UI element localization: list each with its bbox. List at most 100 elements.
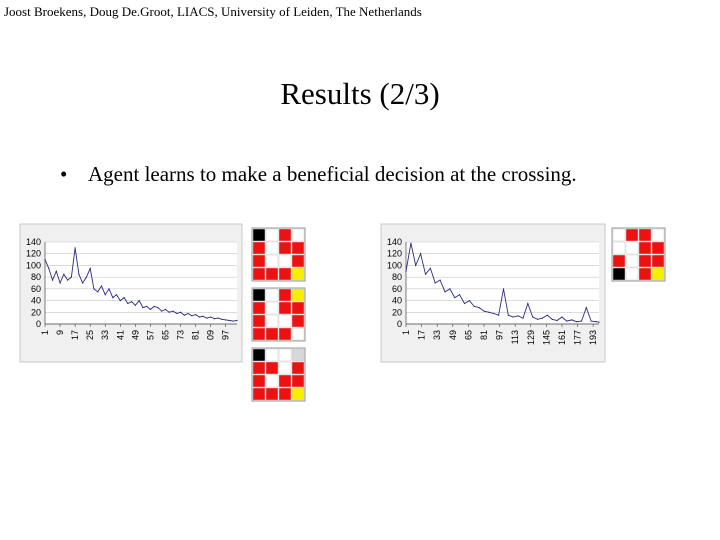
maze-cell: [651, 228, 665, 242]
maze-cell: [252, 228, 266, 242]
data-point: [168, 311, 170, 313]
maze-cell: [612, 254, 626, 268]
x-tick-label: 41: [115, 330, 125, 340]
data-point: [48, 267, 50, 269]
y-tick-label: 20: [392, 307, 402, 317]
data-point: [138, 299, 140, 302]
maze-cell: [278, 301, 292, 315]
maze-cell: [291, 228, 305, 242]
data-point: [89, 267, 91, 269]
maze-cell: [252, 348, 266, 362]
y-tick-label: 40: [392, 296, 402, 306]
maze-cell: [612, 228, 626, 242]
data-point: [415, 264, 417, 267]
y-tick-label: 20: [31, 307, 41, 317]
data-point: [410, 242, 412, 244]
data-point: [551, 318, 553, 320]
maze-cell: [252, 387, 266, 401]
maze-cell: [265, 254, 279, 268]
data-point: [142, 307, 144, 309]
plot-area: [406, 242, 599, 324]
data-point: [55, 270, 57, 272]
maze-cell: [252, 288, 266, 302]
data-point: [429, 267, 431, 269]
x-tick-label: 97: [495, 330, 505, 340]
data-point: [123, 297, 125, 299]
y-tick-label: 100: [387, 260, 402, 270]
data-point: [157, 307, 159, 309]
bullet-item: • Agent learns to make a beneficial decis…: [60, 162, 577, 187]
data-point: [434, 282, 436, 284]
y-tick-label: 40: [31, 296, 41, 306]
bullet-dot-icon: •: [60, 162, 68, 186]
data-point: [93, 288, 95, 290]
data-point: [575, 321, 578, 323]
data-point: [590, 320, 592, 322]
maze-cell: [252, 327, 266, 341]
maze-cell: [278, 254, 292, 268]
x-tick-label: 33: [100, 330, 110, 340]
data-point: [172, 310, 174, 312]
x-tick-label: 25: [85, 330, 95, 340]
maze-cell: [651, 267, 665, 281]
maze-cell: [612, 241, 626, 255]
maze-grid-1: [251, 227, 306, 282]
y-tick-label: 60: [31, 284, 41, 294]
data-point: [561, 316, 563, 318]
data-point: [571, 319, 573, 321]
data-point: [236, 319, 238, 322]
data-point: [527, 302, 529, 305]
data-point: [536, 318, 539, 320]
maze-cell: [291, 288, 305, 302]
maze-cell: [291, 254, 305, 268]
data-point: [566, 320, 568, 322]
maze-cell: [252, 301, 266, 315]
data-point: [498, 314, 500, 316]
y-tick-label: 120: [26, 249, 41, 259]
data-point: [424, 273, 427, 275]
maze-cell: [265, 288, 279, 302]
data-point: [85, 276, 88, 278]
x-tick-label: 193: [588, 330, 598, 345]
data-point: [541, 317, 544, 319]
data-point: [232, 320, 234, 322]
data-point: [161, 310, 163, 312]
data-point: [63, 273, 65, 275]
maze-cell: [278, 348, 292, 362]
maze-cell: [638, 241, 652, 255]
maze-cell: [651, 254, 665, 268]
maze-cell: [252, 254, 266, 268]
x-tick-label: 97: [221, 330, 231, 340]
maze-cell: [252, 374, 266, 388]
data-point: [119, 299, 121, 302]
data-point: [463, 302, 466, 305]
bullet-text: Agent learns to make a beneficial decisi…: [88, 162, 577, 186]
y-tick-label: 120: [387, 249, 402, 259]
data-point: [444, 291, 446, 293]
maze-cell: [291, 387, 305, 401]
data-point: [206, 317, 208, 319]
x-tick-label: 145: [541, 330, 551, 345]
x-tick-label: 09: [206, 330, 216, 340]
data-point: [473, 305, 475, 308]
data-point: [134, 304, 136, 306]
maze-cell: [278, 361, 292, 375]
data-point: [146, 305, 148, 308]
data-point: [454, 297, 456, 299]
maze-cell: [265, 387, 279, 401]
data-point: [478, 307, 480, 309]
data-point: [439, 279, 441, 281]
maze-cell: [638, 228, 652, 242]
data-point: [51, 279, 54, 281]
data-point: [108, 288, 110, 290]
y-tick-label: 100: [26, 260, 41, 270]
data-point: [130, 301, 133, 303]
data-point: [179, 311, 182, 313]
slide-title: Results (2/3): [280, 76, 440, 111]
maze-cell: [651, 241, 665, 255]
data-point: [598, 321, 600, 323]
maze-grid-3: [251, 347, 306, 402]
data-point: [74, 247, 76, 249]
